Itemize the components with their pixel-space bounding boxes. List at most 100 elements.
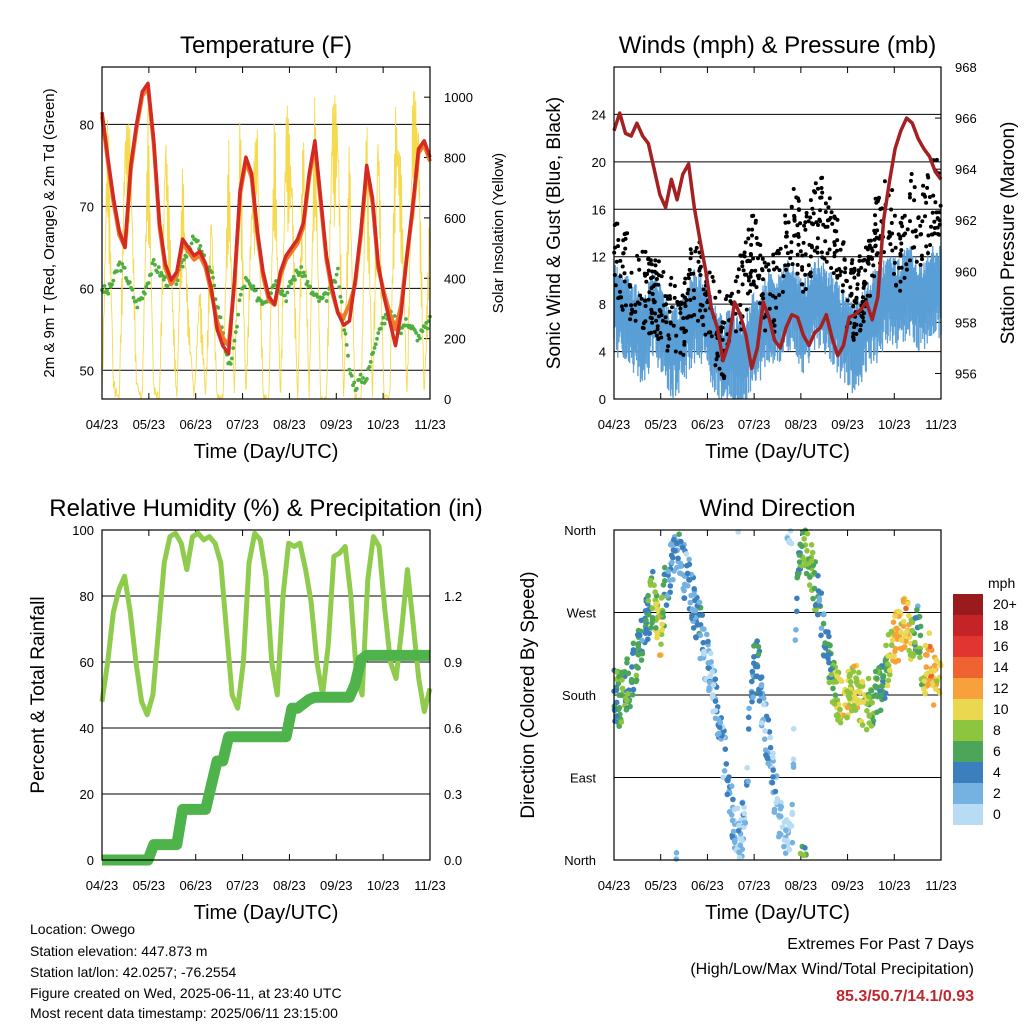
direction-point — [914, 607, 920, 613]
direction-point — [697, 632, 704, 639]
location-text: Location: Owego — [30, 921, 136, 937]
gust-point — [748, 271, 753, 276]
gust-point — [918, 223, 923, 228]
direction-point — [647, 577, 654, 584]
direction-point — [681, 581, 688, 588]
direction-point — [659, 627, 665, 633]
gust-point — [803, 287, 808, 291]
gust-point — [808, 215, 813, 220]
gust-point — [919, 253, 924, 258]
direction-point — [778, 813, 784, 820]
direction-point — [921, 678, 928, 684]
direction-point — [762, 728, 768, 734]
x-tick-label-0-0: 04/23 — [86, 417, 119, 432]
gust-point — [843, 266, 848, 271]
direction-point — [892, 613, 898, 619]
gust-point — [629, 270, 634, 275]
direction-point — [828, 671, 835, 678]
x-tick-label-0-5: 09/23 — [320, 417, 353, 432]
gust-point — [812, 248, 817, 253]
direction-point — [888, 642, 895, 648]
direction-point — [874, 709, 880, 715]
direction-point — [653, 625, 659, 631]
dewpoint-point — [280, 289, 285, 293]
y-tick-label-2-4: 80 — [80, 589, 94, 604]
direction-point — [810, 595, 816, 602]
gust-point — [897, 265, 902, 270]
direction-point — [746, 705, 752, 712]
x-tick-label-1-5: 09/23 — [831, 417, 864, 432]
y-tick-label-0-0: 50 — [80, 363, 94, 378]
direction-point — [770, 750, 776, 756]
gust-point — [898, 220, 903, 225]
dewpoint-point — [418, 336, 422, 341]
gust-point — [692, 312, 697, 317]
direction-point — [618, 719, 625, 725]
legend-label-0: 20+ — [993, 596, 1017, 612]
gust-point — [628, 317, 633, 322]
gust-point — [798, 221, 803, 226]
gust-point — [649, 276, 653, 281]
direction-point — [619, 685, 626, 692]
gust-point — [852, 266, 857, 271]
y-axis-label-1: Sonic Wind & Gust (Blue, Black) — [544, 97, 565, 369]
gust-point — [898, 236, 903, 241]
direction-point — [772, 788, 779, 795]
legend-swatch-4 — [953, 678, 983, 699]
gust-point — [852, 275, 857, 280]
gust-point — [691, 288, 696, 293]
dewpoint-point — [198, 244, 203, 248]
gust-point — [912, 185, 917, 190]
direction-point — [716, 730, 722, 737]
direction-point — [784, 837, 790, 844]
direction-point — [705, 638, 711, 645]
direction-point — [789, 839, 796, 846]
direction-point — [830, 679, 837, 685]
dewpoint-point — [127, 280, 132, 284]
direction-point — [859, 722, 866, 728]
direction-point — [806, 582, 813, 588]
gust-point — [877, 236, 882, 241]
direction-point — [888, 628, 895, 635]
gust-point — [618, 289, 622, 294]
direction-point — [778, 831, 784, 838]
gust-point — [773, 295, 778, 300]
direction-point — [697, 655, 703, 662]
gust-point — [800, 282, 805, 287]
direction-point — [762, 747, 769, 753]
direction-point — [730, 796, 736, 803]
y-tick-label-3-0: North — [564, 853, 596, 868]
x-tick-label-2-4: 08/23 — [273, 878, 306, 893]
direction-point — [652, 597, 659, 603]
gust-point — [746, 278, 751, 283]
direction-point — [722, 746, 729, 752]
direction-point — [900, 618, 907, 625]
gust-series — [612, 157, 943, 381]
direction-point — [671, 536, 677, 543]
x-tick-label-3-1: 05/23 — [644, 878, 677, 893]
gust-point — [914, 234, 919, 239]
direction-point — [790, 726, 797, 732]
x-tick-label-2-6: 10/23 — [367, 878, 400, 893]
dewpoint-point — [358, 372, 363, 377]
direction-point — [750, 694, 756, 700]
gust-point — [678, 306, 683, 311]
dewpoint-point — [368, 360, 373, 364]
direction-point — [731, 806, 738, 813]
gust-point — [647, 290, 652, 295]
gust-point — [816, 223, 820, 227]
gust-point — [738, 253, 743, 258]
gust-point — [622, 271, 627, 276]
direction-point — [654, 606, 661, 613]
dewpoint-point — [308, 284, 313, 289]
gust-point — [800, 253, 805, 258]
gust-point — [655, 324, 660, 329]
dewpoint-point — [399, 331, 403, 336]
gust-point — [819, 176, 824, 181]
gust-point — [686, 287, 691, 292]
gust-point — [930, 232, 935, 237]
legend-label-8: 4 — [993, 764, 1001, 780]
dewpoint-point — [342, 328, 347, 332]
gust-point — [637, 301, 642, 306]
dewpoint-point — [184, 255, 189, 259]
